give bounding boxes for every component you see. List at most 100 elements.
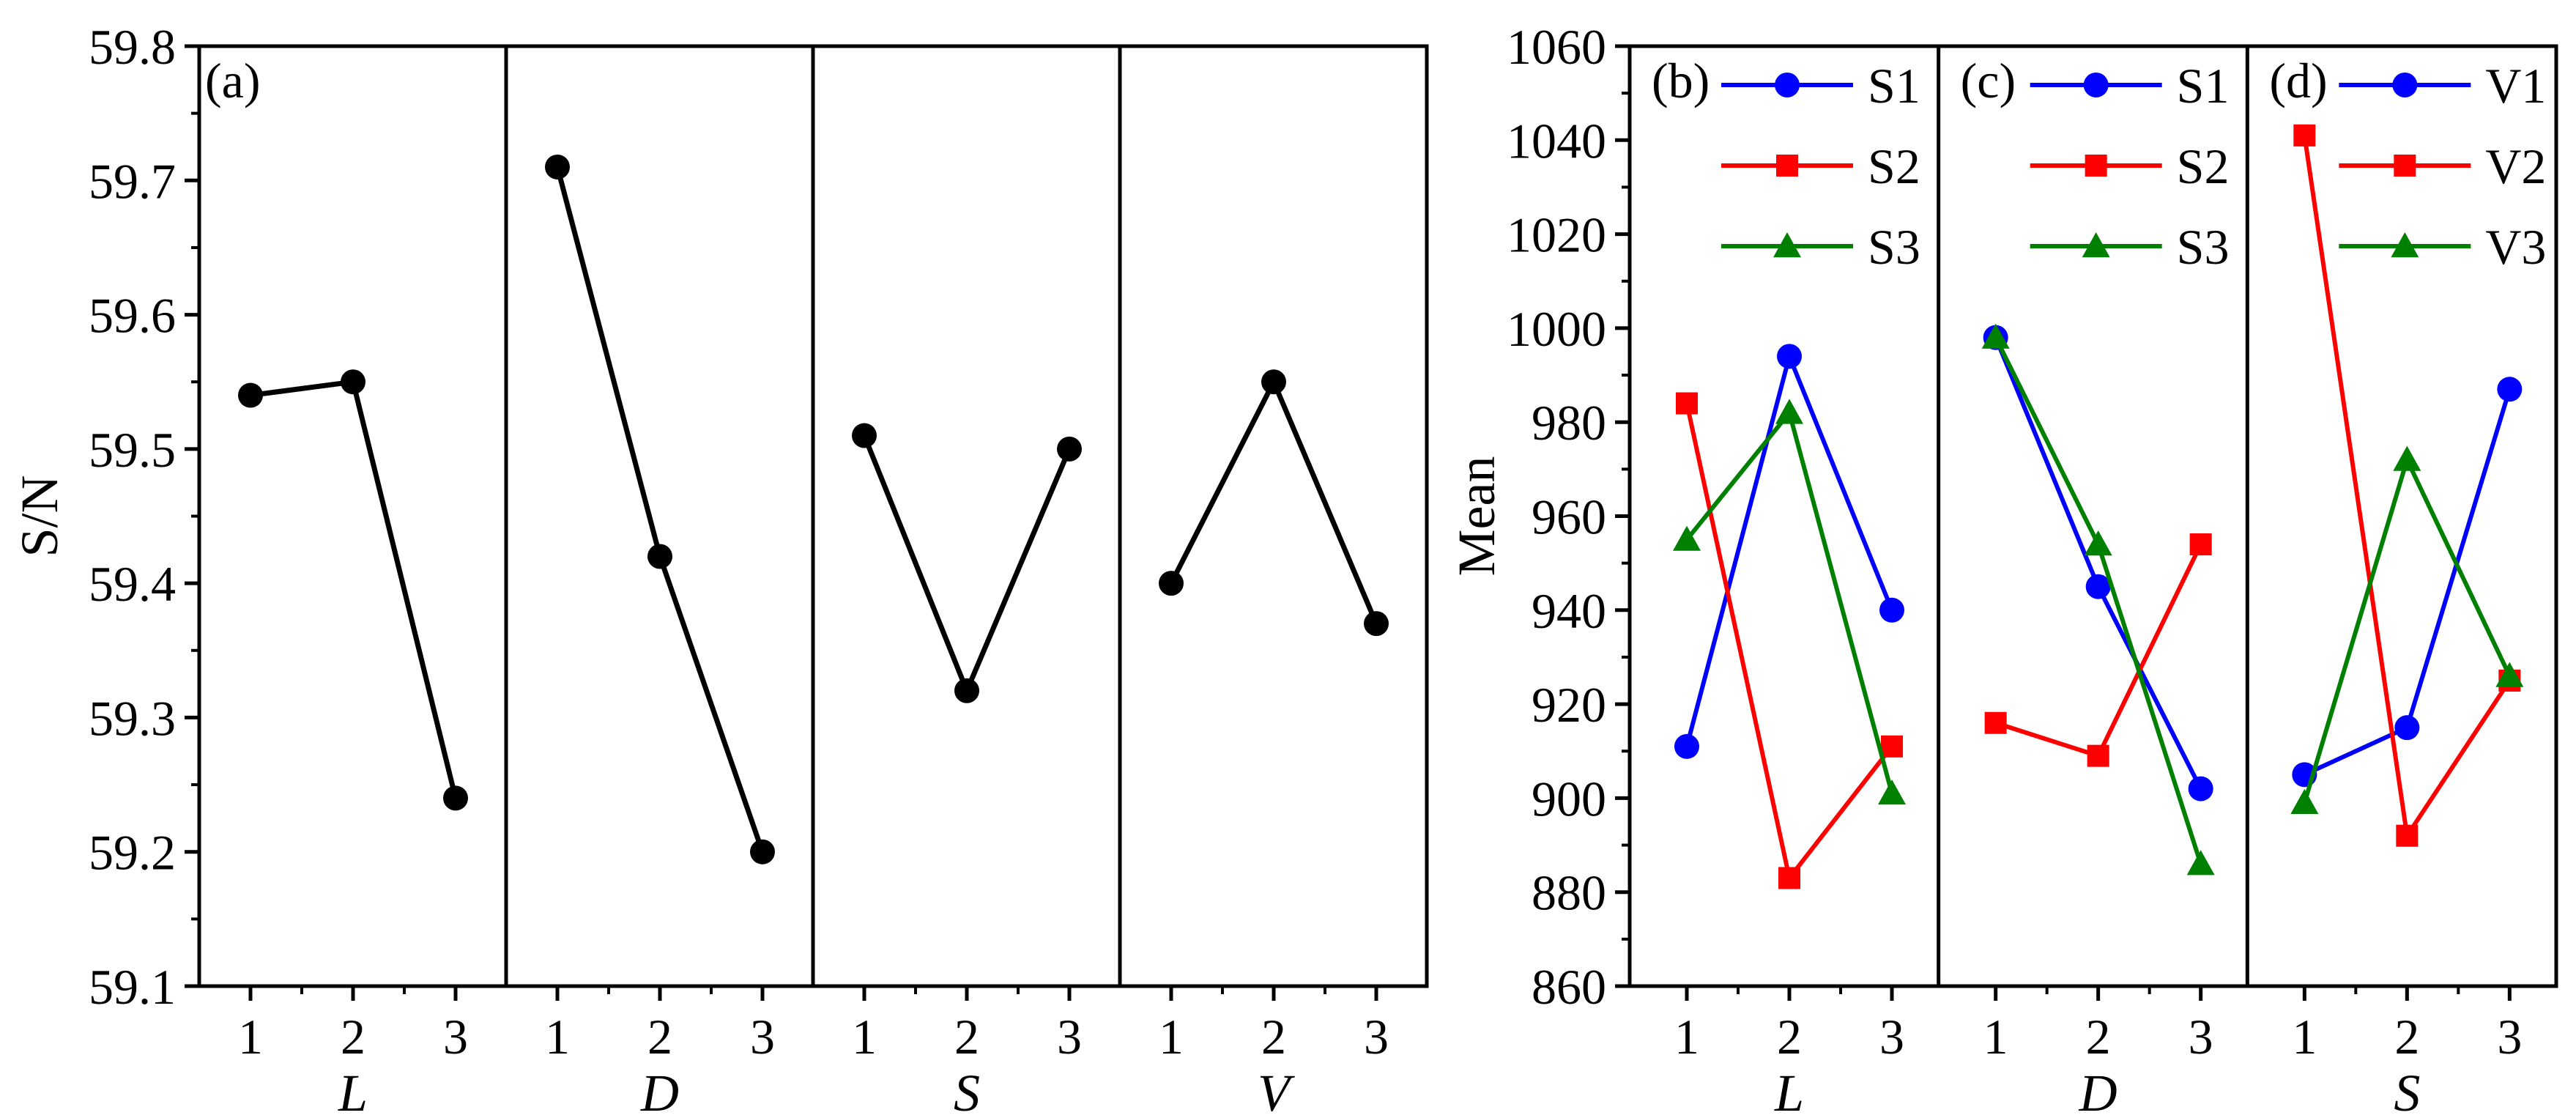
marker-circle	[2188, 776, 2213, 802]
x-axis-title: L	[1774, 1064, 1804, 1118]
legend-label: S1	[1868, 58, 1920, 114]
y-tick-label: 1020	[1507, 207, 1606, 263]
marker-triangle	[1775, 399, 1803, 424]
y-axis-title: Mean	[1447, 456, 1506, 577]
marker-circle	[1879, 597, 1904, 623]
data-point	[954, 678, 979, 703]
legend-label: V3	[2485, 219, 2546, 275]
marker-triangle	[2084, 530, 2112, 556]
legend-label: S1	[2177, 58, 2230, 114]
y-tick-label: 960	[1532, 489, 1606, 545]
x-tick-label: 2	[341, 1009, 365, 1065]
x-tick-label: 1	[2292, 1009, 2317, 1065]
marker-triangle	[1981, 323, 2010, 349]
y-tick-label: 900	[1532, 771, 1606, 826]
marker-circle	[2085, 574, 2111, 599]
y-tick-label: 1060	[1507, 19, 1606, 75]
panel-label: (b)	[1652, 53, 1710, 108]
marker-triangle	[2186, 850, 2215, 875]
legend-label: S2	[2177, 138, 2230, 194]
x-axis-title: V	[1258, 1064, 1295, 1118]
y-tick-label: 1000	[1507, 301, 1606, 357]
marker-square	[2394, 155, 2416, 177]
y-tick-label: 59.2	[89, 825, 176, 881]
marker-square	[1881, 735, 1903, 758]
marker-square	[1984, 711, 2007, 734]
data-point	[341, 369, 365, 395]
y-tick-label: 59.5	[89, 422, 176, 478]
x-tick-label: 3	[2189, 1009, 2213, 1065]
x-axis-title: L	[338, 1064, 368, 1118]
data-point	[1057, 436, 1082, 462]
marker-triangle	[2393, 445, 2421, 471]
series-line-s1	[1993, 336, 2203, 790]
x-tick-label: 1	[1159, 1009, 1184, 1065]
legend-label: S3	[2177, 219, 2230, 275]
marker-circle	[2497, 377, 2523, 402]
data-point	[647, 544, 672, 569]
marker-circle	[1775, 73, 1800, 97]
y-tick-label: 59.1	[89, 959, 176, 1015]
data-point	[238, 382, 263, 408]
chart-bcd: 860 880 900 920 940 960 980 1000 1020 1040 1060 Mea…	[1447, 19, 2558, 1118]
x-tick-label: 1	[545, 1009, 570, 1065]
series-line	[250, 379, 459, 799]
x-tick-label: 2	[954, 1009, 979, 1065]
marker-triangle	[1673, 525, 1701, 551]
panel-label: (c)	[1961, 53, 2016, 108]
y-tick-label: 59.3	[89, 690, 176, 746]
y-tick-label: 880	[1532, 865, 1606, 921]
x-tick-label: 2	[2086, 1009, 2111, 1065]
y-tick-label: 59.6	[89, 288, 176, 344]
data-point	[443, 785, 468, 811]
marker-triangle	[1773, 232, 1801, 258]
x-tick-label: 1	[238, 1009, 263, 1065]
x-axis-title: S	[2394, 1064, 2420, 1118]
panel-label-a: (a)	[205, 53, 260, 108]
data-point	[852, 423, 877, 448]
y-tick-label: 920	[1532, 677, 1606, 733]
y-tick-label: 1040	[1507, 113, 1606, 169]
x-tick-label: 2	[647, 1009, 672, 1065]
series-line-s3	[1685, 410, 1894, 794]
series-line-v3	[2302, 457, 2512, 804]
legend-label: V2	[2485, 138, 2546, 194]
x-tick-label: 3	[443, 1009, 468, 1065]
marker-square	[2396, 824, 2419, 847]
x-tick-label: 1	[1983, 1009, 2008, 1065]
data-point	[1261, 369, 1286, 395]
marker-circle	[2392, 73, 2418, 97]
marker-square	[2085, 155, 2107, 177]
marker-square	[2087, 744, 2109, 767]
data-point	[545, 154, 570, 179]
marker-square	[1778, 867, 1800, 889]
x-axis-title: S	[954, 1064, 980, 1118]
marker-circle	[2394, 715, 2420, 741]
marker-square	[1776, 155, 1798, 177]
y-tick-label: 59.7	[89, 153, 176, 209]
series-line	[1168, 379, 1379, 625]
legend-label: S2	[1868, 138, 1920, 194]
marker-triangle	[2495, 662, 2524, 687]
y-tick-label: 940	[1532, 583, 1606, 639]
marker-square	[1676, 392, 1698, 415]
marker-triangle	[2391, 232, 2419, 258]
x-tick-label: 2	[2394, 1009, 2419, 1065]
y-tick-label: 59.4	[89, 556, 176, 612]
data-point	[1364, 611, 1389, 637]
marker-square	[2189, 533, 2212, 555]
chart-a: 59.1 59.2 59.3 59.4 59.5 59.6 59.7 59.8 S/N (a) 1 2…	[10, 19, 1429, 1118]
marker-circle	[2083, 73, 2109, 97]
x-axis-title: D	[640, 1064, 679, 1118]
x-tick-label: 3	[1364, 1009, 1389, 1065]
x-tick-label: 3	[1057, 1009, 1082, 1065]
data-point	[1159, 571, 1184, 596]
x-tick-label: 2	[1777, 1009, 1802, 1065]
x-axis-title: D	[2079, 1064, 2117, 1118]
marker-triangle	[2082, 232, 2110, 258]
panel-label: (d)	[2269, 53, 2327, 108]
x-tick-label: 3	[2497, 1009, 2522, 1065]
series-line-s2	[1685, 402, 1894, 881]
legend-label: V1	[2485, 58, 2546, 114]
